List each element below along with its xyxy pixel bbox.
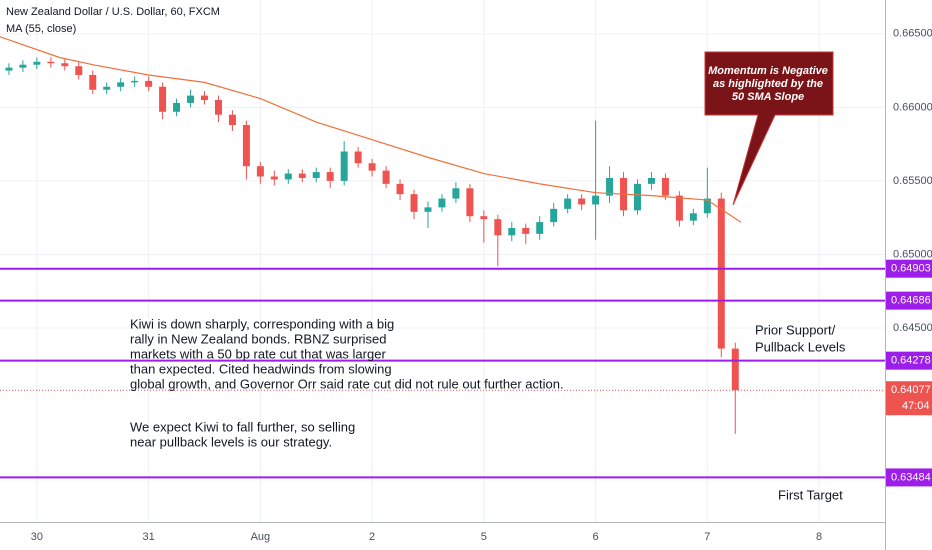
countdown-label: 47:04	[902, 400, 930, 412]
candle-body	[452, 188, 460, 199]
candle-body	[33, 61, 41, 65]
last-price-tag	[886, 381, 932, 416]
candle-body	[466, 188, 474, 217]
last-price-label: 0.64077	[891, 384, 931, 396]
candle-body	[242, 125, 250, 167]
candle-body	[689, 213, 697, 221]
candle-body	[47, 61, 55, 64]
y-tick-label: 0.65000	[893, 248, 932, 260]
candle-body	[410, 194, 418, 212]
candle-body	[159, 86, 167, 112]
candle-body	[5, 67, 13, 71]
ma-line	[0, 36, 742, 223]
levels-note: Pullback Levels	[755, 339, 846, 354]
candle-body	[522, 227, 530, 234]
candle-body	[354, 151, 362, 164]
candle-body	[256, 166, 264, 177]
commentary-line: Kiwi is down sharply, corresponding with…	[130, 316, 394, 331]
candle-body	[675, 195, 683, 221]
candle-body	[480, 216, 488, 220]
commentary-line: markets with a 50 bp rate cut that was l…	[130, 346, 386, 361]
indicator-label: MA (55, close)	[6, 23, 76, 35]
commentary-line: than expected. Cited headwinds from slow…	[130, 361, 392, 376]
candle-body	[117, 82, 125, 87]
candle-body	[312, 172, 320, 178]
levels-note: Prior Support/	[755, 322, 836, 337]
chart-title: New Zealand Dollar / U.S. Dollar, 60, FX…	[6, 6, 220, 18]
level-tag	[886, 351, 932, 370]
x-tick-label: Aug	[251, 531, 271, 543]
candle-body	[103, 86, 111, 90]
candle-body	[661, 177, 669, 196]
candle-body	[326, 172, 334, 181]
x-tick-label: 5	[481, 531, 487, 543]
y-tick-label: 0.64500	[893, 322, 932, 334]
commentary-line: rally in New Zealand bonds. RBNZ surpris…	[130, 331, 387, 346]
candle-body	[187, 95, 195, 103]
y-tick-label: 0.66500	[893, 28, 932, 40]
commentary-line: global growth, and Governor Orr said rat…	[130, 376, 564, 391]
candle-body	[578, 198, 586, 205]
target-note: First Target	[778, 487, 843, 502]
callout-text: as highlighted by the	[713, 78, 823, 90]
candle-body	[731, 348, 739, 391]
candle-body	[270, 176, 278, 180]
candle-body	[564, 198, 572, 209]
candle-body	[494, 219, 502, 236]
candle-body	[284, 173, 292, 180]
candle-body	[606, 177, 614, 196]
candle-body	[536, 222, 544, 234]
x-tick-label: 31	[142, 531, 154, 543]
candle-body	[550, 208, 558, 223]
candle-body	[633, 183, 641, 211]
candle-body	[508, 227, 516, 236]
plot	[0, 36, 885, 479]
x-tick-label: 7	[704, 531, 710, 543]
candle-body	[200, 95, 208, 101]
candle-body	[703, 198, 711, 214]
x-tick-label: 30	[31, 531, 43, 543]
x-tick-label: 8	[816, 531, 822, 543]
candle-body	[61, 63, 69, 67]
candle-body	[340, 151, 348, 181]
level-tag-label: 0.64278	[891, 355, 931, 367]
candle-body	[145, 80, 153, 87]
candle-body	[228, 114, 236, 126]
candle-body	[424, 207, 432, 212]
outlook-line: We expect Kiwi to fall further, so selli…	[130, 419, 355, 434]
candle-body	[89, 75, 97, 90]
candle-body	[19, 64, 27, 68]
level-tag	[886, 259, 932, 278]
y-tick-label: 0.66000	[893, 101, 932, 113]
candle-body	[396, 183, 404, 195]
x-tick-label: 2	[369, 531, 375, 543]
outlook-line: near pullback levels is our strategy.	[130, 434, 332, 449]
candle-body	[438, 198, 446, 208]
y-tick-label: 0.65500	[893, 175, 932, 187]
candle-body	[592, 195, 600, 205]
callout-box	[704, 51, 834, 206]
level-tag-label: 0.64686	[891, 295, 931, 307]
level-tag-label: 0.63484	[891, 471, 931, 483]
candle-body	[717, 198, 725, 349]
candle-body	[75, 66, 83, 76]
level-tag-label: 0.64903	[891, 263, 931, 275]
candle-body	[131, 80, 139, 83]
candle-body	[214, 100, 222, 115]
callout-text: 50 SMA Slope	[732, 91, 804, 103]
level-tag	[886, 468, 932, 487]
level-tag	[886, 291, 932, 310]
x-tick-label: 6	[593, 531, 599, 543]
candle-body	[368, 163, 376, 171]
candle-body	[298, 173, 306, 178]
candle-body	[173, 102, 181, 112]
candle-body	[382, 170, 390, 184]
callout-text: Momentum is Negative	[708, 65, 828, 77]
grid	[0, 0, 885, 522]
candle-body	[647, 177, 655, 184]
